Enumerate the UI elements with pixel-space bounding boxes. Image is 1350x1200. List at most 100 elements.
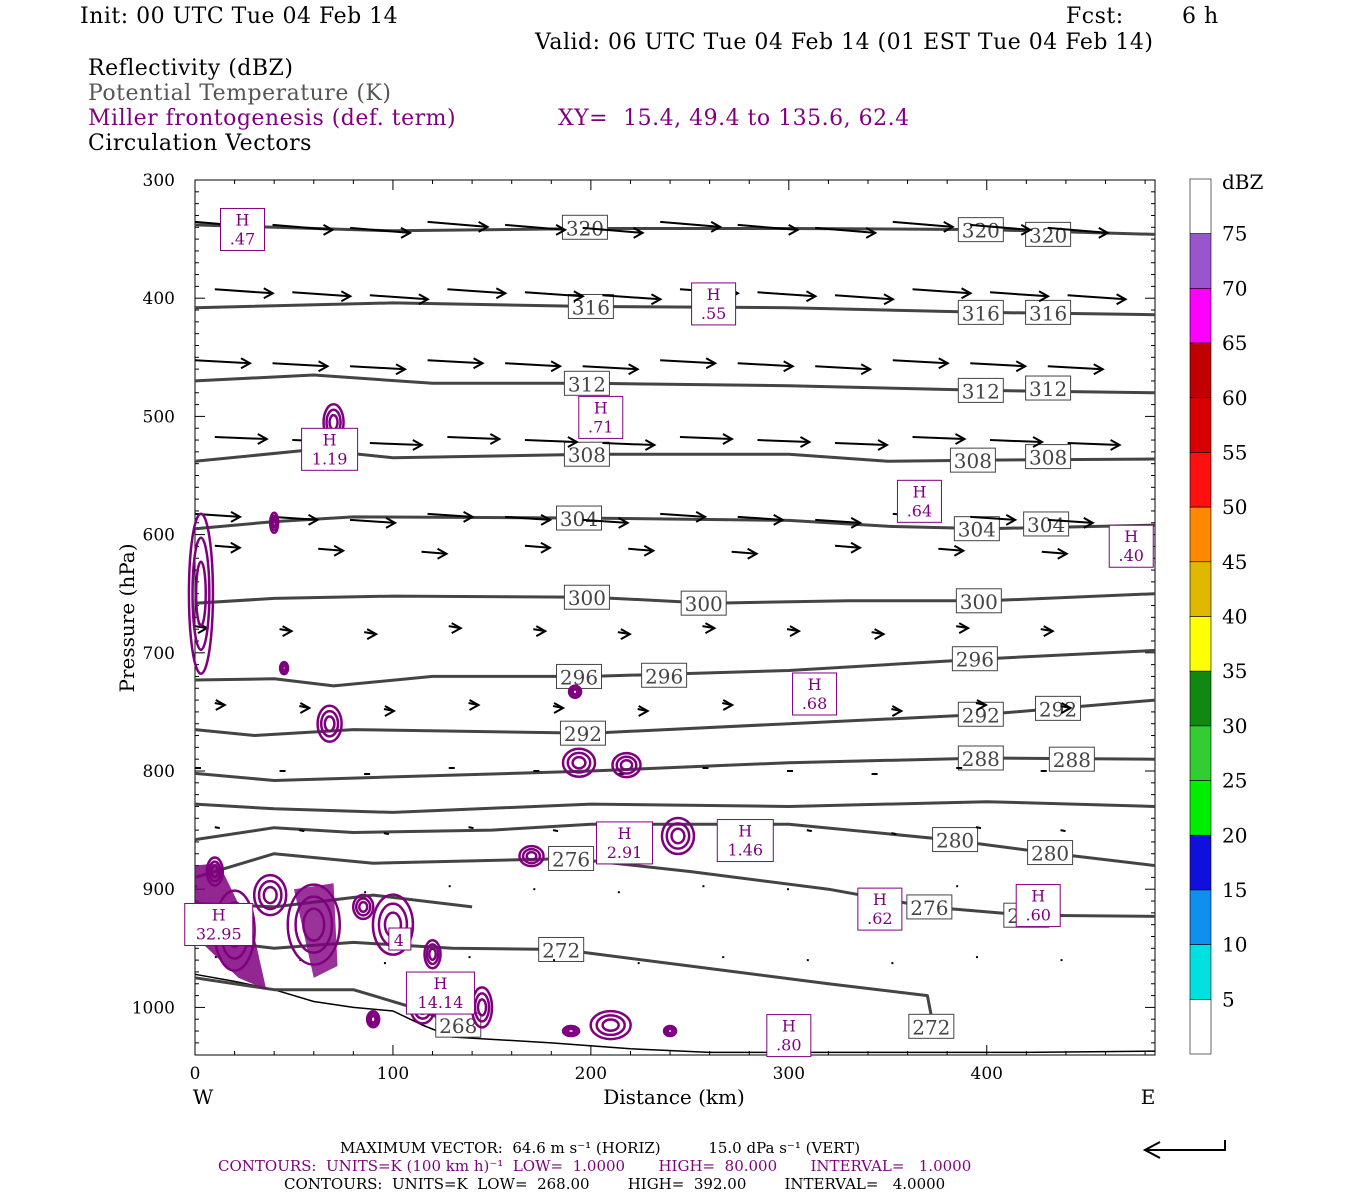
theta-label-box: [957, 299, 1004, 325]
circulation-vector: [427, 220, 488, 228]
vector-arrowhead: [282, 625, 294, 638]
vector-arrowhead: [567, 436, 579, 448]
frontogenesis-contour: [571, 755, 587, 770]
theta-label-box: [1025, 221, 1072, 247]
theta-isoline: [194, 756, 1156, 782]
west-label: W: [193, 1085, 214, 1109]
valid-time: Valid: 06 UTC Tue 04 Feb 14 (01 EST Tue …: [535, 30, 1154, 55]
colorbar-label: 5: [1222, 987, 1235, 1011]
circulation-vector: [628, 547, 654, 552]
theta-label: 300: [960, 590, 998, 614]
vector-arrowhead: [340, 290, 353, 303]
vector-arrowhead: [618, 516, 630, 529]
frontogenesis-contour: [521, 847, 542, 865]
vector-arrowhead: [299, 702, 312, 714]
frontogenesis-contour: [660, 816, 696, 856]
vector-arrowhead: [418, 293, 430, 306]
colorbar-label: 35: [1222, 659, 1247, 683]
vector-arrowhead: [395, 363, 408, 376]
circulation-vector: [912, 436, 965, 441]
frontogenesis-high-value: 2.91: [607, 843, 643, 862]
colorbar-unit: dBZ: [1222, 170, 1264, 194]
y-tick-label: 800: [143, 762, 175, 782]
theta-label-box: [957, 217, 1004, 243]
frontogenesis-high-marker: H: [323, 430, 337, 449]
vector-arrowhead: [883, 293, 896, 306]
colorbar-segment: [1189, 725, 1212, 781]
circulation-vector: [602, 294, 661, 301]
circulation-vector: [447, 288, 506, 295]
frontogenesis-contour: [665, 822, 691, 850]
frontogenesis-contour: [423, 938, 442, 970]
x-tick-label: 400: [971, 1064, 1003, 1084]
circulation-vector: [737, 362, 793, 368]
circulation-vector: [892, 220, 953, 228]
circulation-vector: [990, 439, 1043, 444]
theta-label-box: [1048, 746, 1095, 772]
theta-label-box: [563, 584, 610, 610]
circulation-vector: [349, 226, 411, 234]
frontogenesis-contour: [351, 893, 375, 921]
colorbar-label: 70: [1222, 276, 1247, 300]
theta-label: 316: [962, 301, 1000, 325]
max-vector-note: MAXIMUM VECTOR: 64.6 m s⁻¹ (HORIZ) 15.0 …: [340, 1139, 861, 1157]
circulation-vector: [1047, 518, 1093, 524]
vector-arrowhead: [366, 628, 379, 641]
theta-label-box: [548, 845, 595, 871]
vector-arrowhead: [705, 357, 718, 370]
theta-label: 268: [439, 1014, 477, 1038]
vector-arrowhead: [788, 224, 800, 236]
cross-section-coords: XY= 15.4, 49.4 to 135.6, 62.4: [558, 106, 910, 131]
circulation-vector: [1067, 294, 1126, 301]
frontogenesis-contour: [328, 413, 339, 431]
vector-arrowhead: [891, 705, 904, 717]
vector-arrowhead: [1015, 360, 1028, 373]
frontogenesis-contour: [319, 709, 340, 738]
theta-label: 296: [645, 664, 683, 688]
frontogenesis-contour: [367, 1012, 379, 1027]
frontogenesis-contour: [354, 897, 372, 917]
vector-arrowhead: [620, 628, 632, 641]
vector-arrowhead: [799, 436, 812, 448]
circulation-vector: [815, 518, 861, 524]
theta-label: 308: [1029, 446, 1067, 470]
circulation-vector: [1047, 226, 1108, 234]
vector-arrowhead: [535, 625, 548, 638]
theta-label-box: [906, 894, 953, 920]
theta-label: 272: [912, 1015, 950, 1039]
frontogenesis-high-marker: H: [1124, 527, 1138, 546]
contour-info-theta: CONTOURS: UNITS=K LOW= 268.00 HIGH= 392.…: [284, 1175, 946, 1193]
vector-arrowhead: [230, 541, 242, 554]
vector-arrowhead: [333, 544, 346, 557]
theta-isoline: [194, 592, 1156, 605]
colorbar-label: 40: [1222, 605, 1247, 629]
field-theta: Potential Temperature (K): [88, 81, 392, 106]
vector-arrowhead: [704, 622, 717, 635]
theta-label: 308: [568, 443, 606, 467]
vector-arrowhead: [943, 221, 955, 233]
circulation-vector: [214, 544, 240, 549]
theta-label: 300: [685, 592, 723, 616]
theta-isoline: [194, 852, 1156, 918]
vector-arrowhead: [773, 513, 785, 526]
x-tick-label: 200: [575, 1064, 607, 1084]
x-tick-label: 0: [190, 1064, 201, 1084]
theta-isoline: [194, 800, 1156, 814]
theta-label-box: [641, 662, 688, 688]
frontogenesis-contour: [561, 747, 597, 778]
vector-arrowhead: [469, 699, 481, 711]
vector-arrowhead: [850, 516, 863, 529]
theta-label: 304: [560, 507, 598, 531]
y-axis-title: Pressure (hPa): [115, 544, 139, 693]
theta-isoline: [194, 822, 1156, 868]
east-label: E: [1141, 1085, 1156, 1109]
frontogenesis-high-marker: H: [808, 675, 822, 694]
frontogenesis-contour: [369, 1014, 377, 1024]
vector-arrowhead: [573, 290, 585, 303]
circulation-vector: [272, 362, 328, 368]
vector-arrowhead: [1083, 516, 1095, 529]
vector-arrowhead: [633, 227, 645, 239]
circulation-vector: [970, 223, 1031, 231]
vector-arrowhead: [1057, 547, 1069, 560]
